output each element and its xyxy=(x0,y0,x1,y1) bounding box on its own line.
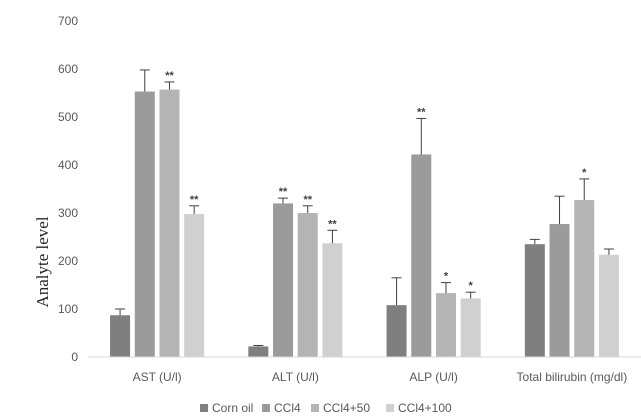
bar xyxy=(460,298,481,357)
bar-group: **** xyxy=(386,106,481,357)
legend: Corn oil CCl4 CCl4+50 CCl4+100 xyxy=(200,401,452,415)
bar xyxy=(386,305,407,357)
legend-swatch xyxy=(200,404,208,412)
bar xyxy=(110,315,131,357)
significance-label: * xyxy=(582,167,587,179)
legend-label: CCl4 xyxy=(274,401,301,415)
category-label: Total bilirubin (mg/dl) xyxy=(517,370,628,384)
bar xyxy=(248,346,269,357)
legend-item: CCl4 xyxy=(262,401,301,415)
y-tick-label: 600 xyxy=(58,62,78,76)
bar xyxy=(411,154,432,357)
bar xyxy=(297,213,318,357)
legend-swatch xyxy=(262,404,270,412)
y-axis-ticks: 0 100 200 300 400 500 600 700 xyxy=(58,14,78,364)
category-labels: AST (U/l) ALT (U/l) ALP (U/l) Total bilirub… xyxy=(133,370,628,384)
category-label: ALT (U/l) xyxy=(272,370,319,384)
y-tick-label: 300 xyxy=(58,206,78,220)
legend-label: Corn oil xyxy=(212,401,253,415)
bar xyxy=(159,89,180,357)
bar-group: ** ** ** xyxy=(248,186,343,357)
bar xyxy=(549,224,570,357)
legend-item: Corn oil xyxy=(200,401,253,415)
legend-label: CCl4+50 xyxy=(323,401,370,415)
category-label: ALP (U/l) xyxy=(409,370,457,384)
bar xyxy=(598,254,619,357)
bar xyxy=(322,243,343,357)
bar xyxy=(184,213,205,357)
legend-item: CCl4+50 xyxy=(311,401,370,415)
significance-label: ** xyxy=(190,194,199,206)
legend-label: CCl4+100 xyxy=(398,401,452,415)
y-tick-label: 500 xyxy=(58,110,78,124)
y-axis-label: Analyte level xyxy=(33,216,52,307)
bar xyxy=(435,293,456,357)
bar xyxy=(273,203,294,357)
y-tick-label: 700 xyxy=(58,14,78,28)
category-label: AST (U/l) xyxy=(133,370,182,384)
y-tick-label: 400 xyxy=(58,158,78,172)
y-tick-label: 100 xyxy=(58,302,78,316)
bar-group: * xyxy=(524,167,619,357)
y-tick-label: 0 xyxy=(71,350,78,364)
significance-label: * xyxy=(469,280,474,292)
bar-group: ** ** xyxy=(110,69,205,357)
bar xyxy=(574,200,595,357)
significance-label: ** xyxy=(279,186,288,198)
bar xyxy=(524,244,545,357)
significance-label: * xyxy=(444,271,449,283)
bar-groups: *************** xyxy=(110,69,619,357)
significance-label: ** xyxy=(303,194,312,206)
bar xyxy=(134,91,155,357)
significance-label: ** xyxy=(417,106,426,118)
y-tick-label: 200 xyxy=(58,254,78,268)
significance-label: ** xyxy=(328,218,337,230)
legend-swatch xyxy=(386,404,394,412)
legend-swatch xyxy=(311,404,319,412)
significance-label: ** xyxy=(165,70,174,82)
legend-item: CCl4+100 xyxy=(386,401,452,415)
